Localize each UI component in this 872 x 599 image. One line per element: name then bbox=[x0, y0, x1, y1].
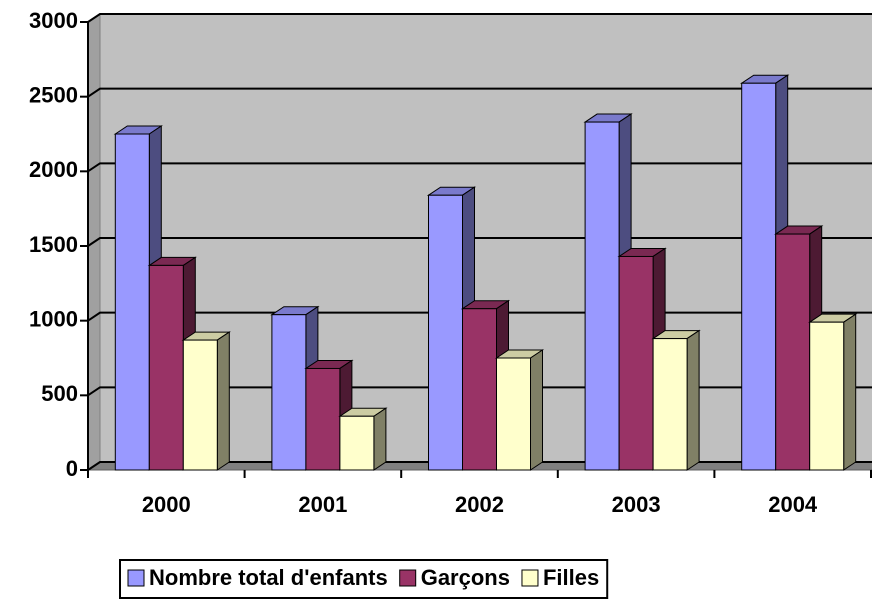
bar bbox=[618, 255, 654, 471]
bar bbox=[148, 264, 184, 471]
bar bbox=[741, 82, 777, 471]
y-tick-label: 1500 bbox=[29, 232, 78, 257]
legend-label: Garçons bbox=[421, 565, 510, 590]
bar-side bbox=[373, 407, 387, 471]
grid-line bbox=[87, 87, 872, 98]
bar bbox=[652, 338, 688, 471]
bar bbox=[271, 314, 307, 471]
bar bbox=[462, 308, 497, 471]
bar bbox=[496, 357, 531, 471]
bar bbox=[584, 121, 620, 471]
y-tick-label: 2500 bbox=[29, 82, 78, 107]
y-tick-label: 0 bbox=[66, 456, 78, 481]
y-tick-label: 3000 bbox=[29, 8, 78, 33]
grid-line bbox=[87, 13, 872, 23]
bar-side bbox=[530, 349, 543, 471]
bar bbox=[428, 194, 463, 471]
legend-swatch bbox=[521, 569, 539, 587]
bar bbox=[339, 415, 375, 471]
bar-side bbox=[216, 331, 230, 471]
bar-side bbox=[686, 329, 700, 471]
x-tick-label: 2002 bbox=[455, 492, 504, 517]
bar bbox=[182, 339, 218, 471]
bar bbox=[114, 133, 150, 471]
bar bbox=[809, 321, 845, 471]
legend-swatch bbox=[127, 569, 145, 587]
legend-label: Nombre total d'enfants bbox=[149, 565, 388, 590]
bar bbox=[775, 233, 811, 471]
x-tick-label: 2004 bbox=[768, 492, 818, 517]
x-tick-label: 2003 bbox=[612, 492, 661, 517]
y-tick-label: 500 bbox=[41, 381, 78, 406]
bar bbox=[305, 367, 341, 471]
x-tick-label: 2000 bbox=[142, 492, 191, 517]
y-tick-label: 2000 bbox=[29, 157, 78, 182]
y-tick-label: 1000 bbox=[29, 306, 78, 331]
legend-label: Filles bbox=[543, 565, 599, 590]
legend-swatch bbox=[399, 569, 417, 587]
x-tick-label: 2001 bbox=[298, 492, 347, 517]
bar-side bbox=[843, 313, 857, 471]
